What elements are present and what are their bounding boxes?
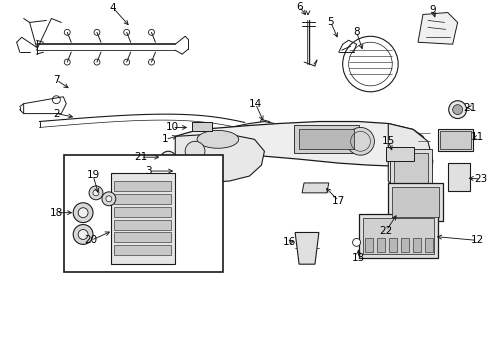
Circle shape <box>78 208 88 217</box>
Circle shape <box>73 203 93 222</box>
Circle shape <box>448 101 466 118</box>
Circle shape <box>346 127 374 155</box>
Circle shape <box>452 105 462 114</box>
Text: 21: 21 <box>134 152 147 162</box>
Polygon shape <box>175 163 220 213</box>
Bar <box>447 163 468 191</box>
Ellipse shape <box>197 130 238 148</box>
Text: 17: 17 <box>331 196 345 206</box>
Text: 16: 16 <box>282 237 295 247</box>
Text: 7: 7 <box>53 75 60 85</box>
Circle shape <box>89 186 102 200</box>
Text: 20: 20 <box>84 235 98 246</box>
Polygon shape <box>387 123 432 199</box>
Polygon shape <box>175 134 264 183</box>
Bar <box>114 233 171 242</box>
Text: 21: 21 <box>462 103 475 113</box>
Bar <box>389 149 431 189</box>
Bar <box>114 246 171 255</box>
Circle shape <box>160 151 176 167</box>
Circle shape <box>164 155 172 163</box>
Bar <box>387 183 442 221</box>
Bar <box>180 197 202 207</box>
Bar <box>386 147 413 161</box>
Text: 22: 22 <box>379 225 392 235</box>
Bar <box>362 217 433 254</box>
Bar <box>64 155 223 272</box>
Bar <box>391 187 438 217</box>
Text: 5: 5 <box>327 17 333 27</box>
Circle shape <box>93 190 99 196</box>
Text: 2: 2 <box>53 109 60 118</box>
Polygon shape <box>417 13 457 44</box>
Circle shape <box>185 141 204 161</box>
Bar <box>412 238 420 252</box>
Polygon shape <box>302 183 328 193</box>
Text: 12: 12 <box>470 235 483 246</box>
Bar <box>111 173 175 264</box>
Bar <box>299 130 353 149</box>
Bar <box>437 130 472 151</box>
Text: 14: 14 <box>248 99 262 109</box>
Text: 23: 23 <box>473 174 486 184</box>
Text: 19: 19 <box>86 170 100 180</box>
Text: 9: 9 <box>428 5 435 14</box>
Polygon shape <box>175 122 277 143</box>
Bar <box>439 131 470 149</box>
Circle shape <box>352 238 360 246</box>
Bar <box>294 126 358 153</box>
Text: 8: 8 <box>352 27 359 37</box>
Text: 4: 4 <box>109 3 116 13</box>
Text: 13: 13 <box>351 253 365 263</box>
Bar <box>192 122 211 131</box>
Bar <box>365 238 373 252</box>
Polygon shape <box>295 233 318 264</box>
Bar <box>114 194 171 204</box>
Text: 11: 11 <box>470 132 483 142</box>
Bar <box>388 238 396 252</box>
Text: 1: 1 <box>162 134 168 144</box>
Bar <box>400 238 408 252</box>
Text: 15: 15 <box>381 136 394 146</box>
Bar <box>358 213 437 258</box>
Bar <box>393 153 427 186</box>
Bar <box>377 238 385 252</box>
Bar <box>180 181 202 193</box>
Bar <box>424 238 432 252</box>
Bar <box>114 220 171 230</box>
Circle shape <box>102 192 116 206</box>
Bar <box>114 207 171 217</box>
Circle shape <box>73 225 93 244</box>
Text: 6: 6 <box>295 1 302 12</box>
Text: 3: 3 <box>145 166 151 176</box>
Circle shape <box>106 196 112 202</box>
Text: 10: 10 <box>165 122 179 132</box>
Text: 18: 18 <box>50 208 63 218</box>
Polygon shape <box>175 122 427 166</box>
Bar <box>114 181 171 191</box>
Circle shape <box>78 230 88 239</box>
